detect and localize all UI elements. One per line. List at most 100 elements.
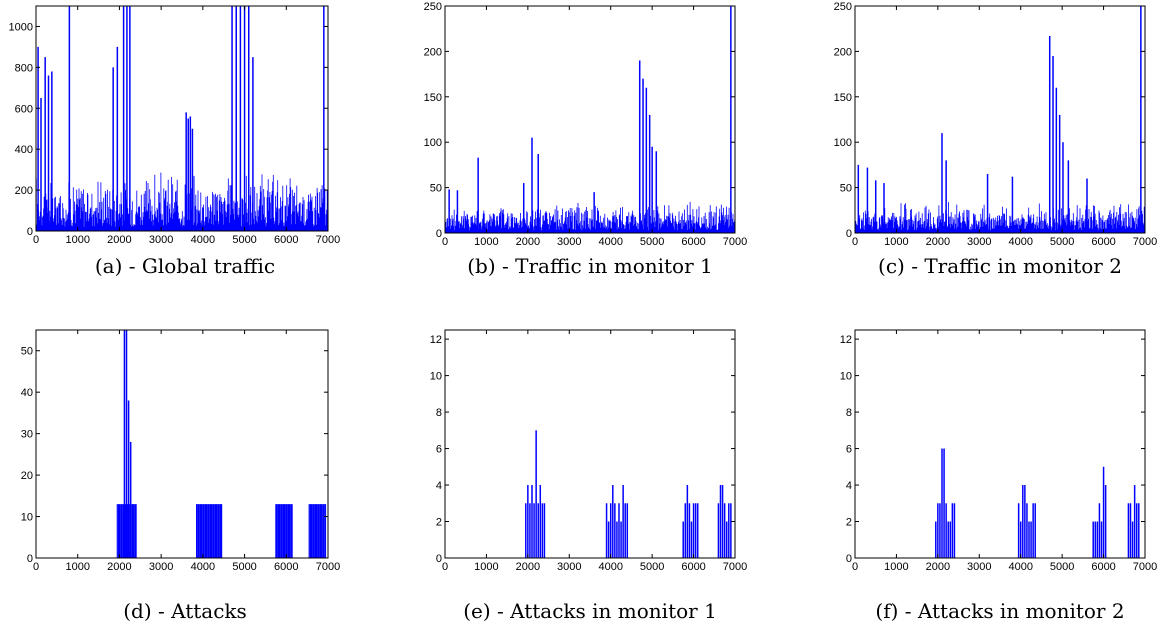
chart-c: 0 1000 2000 3000 4000 5000 6000 7000 0 50 100 150 20… [810, 0, 1169, 245]
chart-c-xtick-label: 4000 [1008, 236, 1032, 245]
chart-c-ytick-label: 250 [834, 1, 852, 13]
chart-c-xtick-label: 6000 [1091, 236, 1115, 245]
chart-e-xtick-label: 1000 [474, 561, 498, 573]
chart-e-ytick-label: 4 [436, 480, 442, 492]
chart-f-ytick-label: 4 [846, 480, 852, 492]
chart-c-frame [854, 5, 1146, 234]
chart-d-ytick-label: 20 [21, 470, 33, 482]
chart-e-frame [444, 329, 736, 559]
chart-a-xtick-label: 3000 [149, 234, 173, 245]
chart-f-xtick-label: 7000 [1133, 561, 1157, 573]
chart-b-ytick-label: 0 [436, 228, 442, 240]
chart-c-ytick-label: 200 [834, 46, 852, 58]
chart-a-frame [35, 5, 329, 232]
chart-d-ytick-label: 10 [21, 512, 33, 524]
caption-c: (c) - Traffic in monitor 2 [878, 254, 1122, 278]
chart-f-xtick-label: 1000 [884, 561, 908, 573]
chart-f-frame [854, 329, 1146, 559]
chart-d-xtick-label: 1000 [65, 561, 89, 573]
chart-a: 0 1000 2000 3000 4000 5000 6000 7000 0 200 400 600 8… [0, 0, 350, 245]
chart-b-xtick-label: 6000 [681, 236, 705, 245]
chart-a-ytick-label: 1000 [9, 21, 33, 33]
chart-d-marks [116, 330, 327, 558]
chart-a-baseline-noise [36, 172, 328, 231]
chart-b-ytick-label: 150 [424, 92, 442, 104]
chart-c-xtick-label: 2000 [926, 236, 950, 245]
chart-b-ytick-label: 50 [430, 183, 442, 195]
chart-d-xtick-label: 7000 [316, 561, 340, 573]
chart-f-marks [935, 448, 1140, 558]
chart-e-marks [525, 430, 732, 558]
chart-e-svg: 0 1000 2000 3000 4000 5000 6000 7000 0 2 4 6 8 10 12 [430, 329, 747, 573]
chart-e-ytick-label: 0 [436, 553, 442, 565]
chart-e-ytick-label: 2 [436, 517, 442, 529]
chart-e: 0 1000 2000 3000 4000 5000 6000 7000 0 2 4 6 8 10 12 [400, 320, 760, 575]
chart-e-xtick-label: 6000 [681, 561, 705, 573]
chart-f-ytick-label: 12 [840, 334, 852, 346]
chart-b: 0 1000 2000 3000 4000 5000 6000 7000 0 50 100 150 20… [400, 0, 760, 245]
chart-b-ytick-label: 200 [424, 46, 442, 58]
chart-b-baseline-noise [445, 201, 735, 233]
chart-f-xtick-label: 4000 [1008, 561, 1032, 573]
chart-e-ytick-label: 10 [430, 371, 442, 383]
chart-a-ytick-label: 600 [15, 103, 33, 115]
chart-c-ytick-label: 100 [834, 137, 852, 149]
chart-f-svg: 0 1000 2000 3000 4000 5000 6000 7000 0 2 4 6 8 10 12 [840, 329, 1157, 573]
chart-c-svg: 0 1000 2000 3000 4000 5000 6000 7000 0 50 100 150 20… [834, 1, 1158, 245]
chart-c-ytick-label: 50 [840, 183, 852, 195]
chart-f-ytick-label: 0 [846, 553, 852, 565]
chart-c-baseline-noise [855, 202, 1145, 233]
chart-e-ytick-label: 8 [436, 407, 442, 419]
chart-a-xtick-label: 2000 [107, 234, 131, 245]
chart-b-frame [444, 5, 736, 234]
chart-d-group-2 [275, 504, 293, 558]
chart-e-xtick-label: 4000 [598, 561, 622, 573]
caption-d: (d) - Attacks [123, 599, 247, 623]
chart-a-marks [36, 6, 328, 231]
chart-a-ytick-label: 800 [15, 62, 33, 74]
chart-a-xtick-label: 1000 [65, 234, 89, 245]
chart-d-xtick-label: 4000 [191, 561, 215, 573]
chart-d-group-1 [196, 504, 223, 558]
chart-d-ytick-label: 50 [21, 346, 33, 358]
chart-a-xtick-label: 7000 [316, 234, 340, 245]
chart-a-ytick-label: 400 [15, 144, 33, 156]
chart-b-xtick-label: 0 [442, 236, 448, 245]
chart-d-ytick-label: 0 [27, 553, 33, 565]
chart-d: 0 1000 2000 3000 4000 5000 6000 7000 0 10 20 30 40 50 [0, 320, 350, 575]
chart-a-svg: 0 1000 2000 3000 4000 5000 6000 7000 0 200 400 600 8… [9, 5, 340, 245]
chart-a-ytick-label: 200 [15, 185, 33, 197]
chart-d-group-3 [308, 504, 327, 558]
chart-a-xtick-label: 5000 [232, 234, 256, 245]
chart-b-xtick-label: 4000 [598, 236, 622, 245]
caption-e: (e) - Attacks in monitor 1 [463, 599, 717, 623]
chart-d-xtick-label: 5000 [232, 561, 256, 573]
chart-d-xtick-label: 6000 [274, 561, 298, 573]
chart-f-ytick-label: 6 [846, 444, 852, 456]
chart-f-ytick-label: 2 [846, 517, 852, 529]
chart-d-xtick-label: 0 [33, 561, 39, 573]
chart-f: 0 1000 2000 3000 4000 5000 6000 7000 0 2 4 6 8 10 12 [810, 320, 1169, 575]
chart-e-xtick-label: 5000 [640, 561, 664, 573]
chart-f-xtick-label: 2000 [926, 561, 950, 573]
chart-b-svg: 0 1000 2000 3000 4000 5000 6000 7000 0 50 100 150 20… [424, 1, 748, 245]
chart-b-xtick-label: 2000 [516, 236, 540, 245]
chart-e-xtick-label: 2000 [516, 561, 540, 573]
caption-a: (a) - Global traffic [94, 254, 276, 278]
chart-c-xtick-label: 5000 [1050, 236, 1074, 245]
chart-a-xtick-label: 6000 [274, 234, 298, 245]
chart-f-xtick-label: 5000 [1050, 561, 1074, 573]
chart-b-xtick-label: 5000 [640, 236, 664, 245]
chart-a-xtick-label: 4000 [191, 234, 215, 245]
chart-d-frame [35, 329, 329, 559]
chart-c-xtick-label: 7000 [1133, 236, 1157, 245]
chart-d-svg: 0 1000 2000 3000 4000 5000 6000 7000 0 10 20 30 40 50 [21, 329, 340, 573]
chart-b-xtick-label: 3000 [557, 236, 581, 245]
chart-e-ytick-label: 12 [430, 334, 442, 346]
chart-c-xtick-label: 3000 [967, 236, 991, 245]
caption-b: (b) - Traffic in monitor 1 [467, 254, 713, 278]
chart-f-xtick-label: 3000 [967, 561, 991, 573]
chart-f-xtick-label: 6000 [1091, 561, 1115, 573]
chart-e-ytick-label: 6 [436, 444, 442, 456]
chart-d-ytick-label: 30 [21, 429, 33, 441]
